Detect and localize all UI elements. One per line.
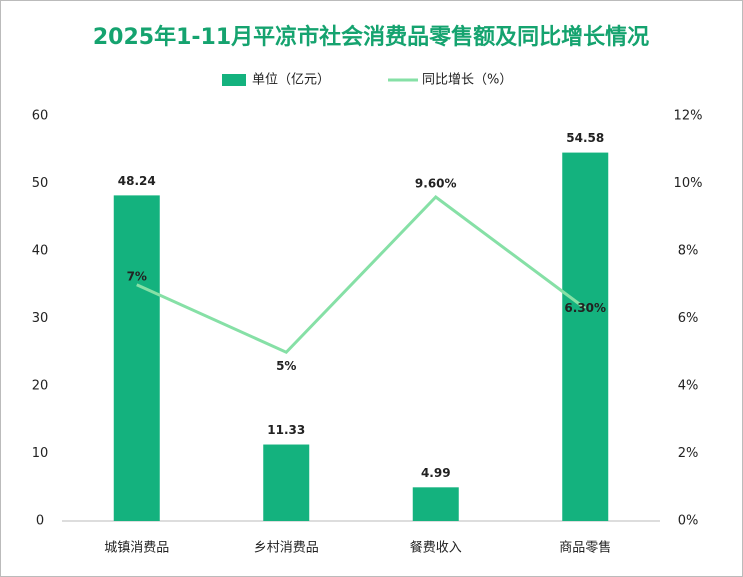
y-tick-label: 10 [32,446,49,461]
bar-value-label: 54.58 [566,131,604,145]
bar-value-label: 4.99 [421,466,451,480]
y2-tick-label: 4% [678,379,699,394]
line-value-label: 7% [127,269,147,283]
y-tick-label: 60 [32,109,49,124]
x-tick-label: 城镇消费品 [104,541,169,556]
line-value-label: 6.30% [564,301,606,315]
y2-tick-label: 12% [674,109,703,124]
line-value-label: 9.60% [415,177,457,191]
bar [263,444,310,521]
y-tick-label: 50 [32,176,49,191]
line [136,195,587,355]
chart-title: 2025年1-11月平凉市社会消费品零售额及同比增长情况 [93,24,649,50]
bar [113,195,160,521]
y-tick-label: 40 [32,244,49,259]
y-tick-label: 30 [32,311,49,326]
line-value-label: 5% [276,359,296,373]
bar-value-label: 11.33 [267,423,305,437]
y2-tick-label: 6% [678,311,699,326]
legend-label: 同比增长（%） [422,73,512,88]
bar-value-label: 48.24 [118,174,156,188]
legend-swatch [222,74,246,86]
x-tick-label: 餐费收入 [410,540,462,556]
x-tick-label: 乡村消费品 [254,541,319,556]
y-tick-label: 0 [36,514,44,529]
legend-label: 单位（亿元） [252,73,330,88]
bar [412,487,459,521]
y2-tick-label: 10% [674,176,703,191]
y2-tick-label: 2% [678,446,699,461]
bar [562,152,609,521]
y-tick-label: 20 [32,379,49,394]
x-tick-label: 商品零售 [559,540,611,556]
y2-tick-label: 8% [678,244,699,259]
y2-tick-label: 0% [678,514,699,529]
